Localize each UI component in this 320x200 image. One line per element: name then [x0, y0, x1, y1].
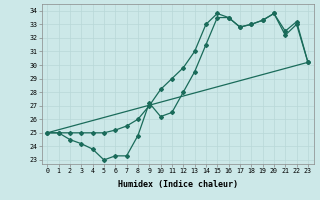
X-axis label: Humidex (Indice chaleur): Humidex (Indice chaleur)	[118, 180, 237, 189]
